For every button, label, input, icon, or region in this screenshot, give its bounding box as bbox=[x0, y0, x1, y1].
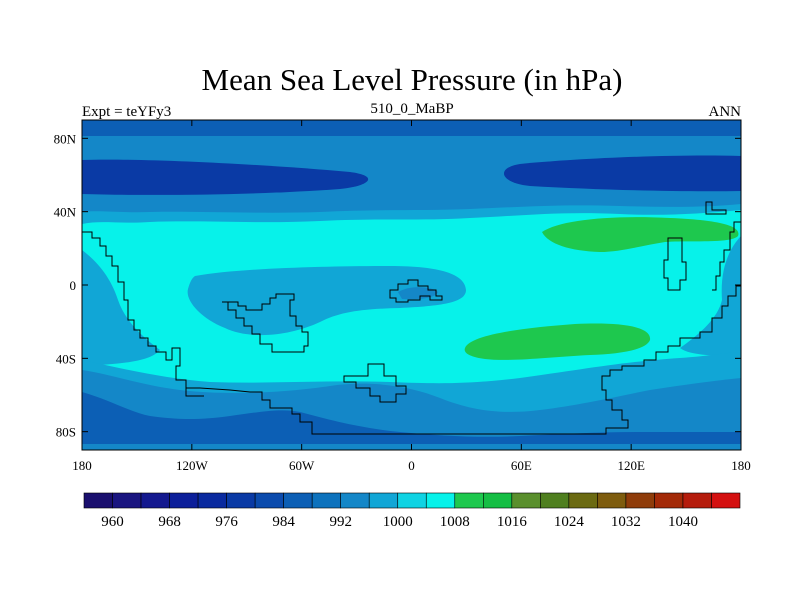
colorbar-swatch bbox=[112, 492, 142, 509]
southern-mid-outline bbox=[343, 363, 407, 403]
colorbar-swatch bbox=[597, 492, 627, 509]
x-tick-label: 0 bbox=[408, 458, 415, 473]
y-axis: 80N 40N 0 40S 80S bbox=[54, 131, 741, 440]
map-plot bbox=[82, 120, 741, 450]
colorbar-swatch bbox=[311, 492, 341, 509]
colorbar-swatch bbox=[425, 492, 456, 509]
colorbar-label: 968 bbox=[158, 514, 181, 530]
y-tick-label: 0 bbox=[70, 278, 77, 293]
antarctic-ridge-outline bbox=[185, 388, 204, 397]
contour-northern-low-east bbox=[503, 155, 741, 192]
colorbar-swatch bbox=[511, 492, 541, 509]
contour-polar-north bbox=[82, 120, 741, 136]
colorbar-swatch bbox=[226, 492, 256, 509]
x-tick-label: 60E bbox=[511, 458, 532, 473]
colorbar-label: 960 bbox=[101, 514, 124, 530]
colorbar-swatch bbox=[83, 492, 113, 509]
east-coast-outline bbox=[712, 221, 741, 291]
colorbar-swatch bbox=[483, 492, 513, 509]
small-island-outline bbox=[389, 279, 443, 303]
colorbar-label: 1040 bbox=[668, 514, 698, 530]
colorbar-swatch bbox=[568, 492, 598, 509]
center-string: 510_0_MaBP bbox=[370, 101, 453, 117]
colorbar-swatch bbox=[254, 492, 284, 509]
colorbar-swatch bbox=[368, 492, 399, 509]
x-tick-label: 180 bbox=[731, 458, 751, 473]
colorbar-swatch bbox=[540, 492, 570, 509]
eastern-continent-outline bbox=[663, 237, 687, 291]
continent-outlines bbox=[82, 201, 741, 435]
contour-subtropical-north-high bbox=[542, 217, 739, 252]
colorbar-label: 1016 bbox=[497, 514, 528, 530]
colorbar-swatch bbox=[454, 492, 484, 509]
colorbar-label: 992 bbox=[329, 514, 352, 530]
colorbar-swatch bbox=[397, 492, 427, 509]
contour-southern-deep-low bbox=[82, 392, 741, 450]
contour-east-coast-band bbox=[680, 236, 741, 356]
colorbar-swatch bbox=[340, 492, 370, 509]
x-tick-label: 120E bbox=[617, 458, 645, 473]
colorbar-label: 1000 bbox=[383, 514, 413, 530]
western-continent-outline bbox=[82, 231, 741, 435]
colorbar-swatch bbox=[140, 492, 170, 509]
x-tick-label: 120W bbox=[176, 458, 209, 473]
contour-northern-low-west bbox=[82, 159, 369, 195]
x-tick-label: 180 bbox=[72, 458, 92, 473]
x-axis: 180 120W 60W 0 60E 120E 180 bbox=[72, 120, 751, 473]
colorbar-label: 976 bbox=[215, 514, 238, 530]
right-string: ANN bbox=[709, 104, 742, 120]
colorbar: 960 968 976 984 992 1000 1008 1016 1024 1032 1040 bbox=[83, 492, 741, 530]
colorbar-swatch bbox=[654, 492, 684, 509]
y-tick-label: 80S bbox=[56, 425, 76, 440]
y-tick-label: 40S bbox=[56, 351, 76, 366]
colorbar-label: 984 bbox=[272, 514, 295, 530]
colorbar-label: 1024 bbox=[554, 514, 585, 530]
colorbar-swatch bbox=[711, 492, 741, 509]
y-tick-label: 40N bbox=[54, 205, 77, 220]
colorbar-swatch bbox=[169, 492, 199, 509]
colorbar-swatch bbox=[283, 492, 313, 509]
left-string: Expt = teYFy3 bbox=[82, 104, 171, 120]
x-tick-label: 60W bbox=[289, 458, 315, 473]
contour-subtropical-south-high bbox=[464, 323, 651, 360]
contour-equatorial-low bbox=[187, 266, 466, 336]
colorbar-label: 1008 bbox=[440, 514, 470, 530]
north-east-outline bbox=[705, 201, 727, 215]
equatorial-island-outline bbox=[222, 293, 309, 353]
colorbar-swatch bbox=[682, 492, 712, 509]
y-tick-label: 80N bbox=[54, 131, 77, 146]
chart-title: Mean Sea Level Pressure (in hPa) bbox=[202, 62, 623, 97]
colorbar-label: 1032 bbox=[611, 514, 641, 530]
colorbar-swatch bbox=[197, 492, 227, 509]
colorbar-swatch bbox=[625, 492, 655, 509]
